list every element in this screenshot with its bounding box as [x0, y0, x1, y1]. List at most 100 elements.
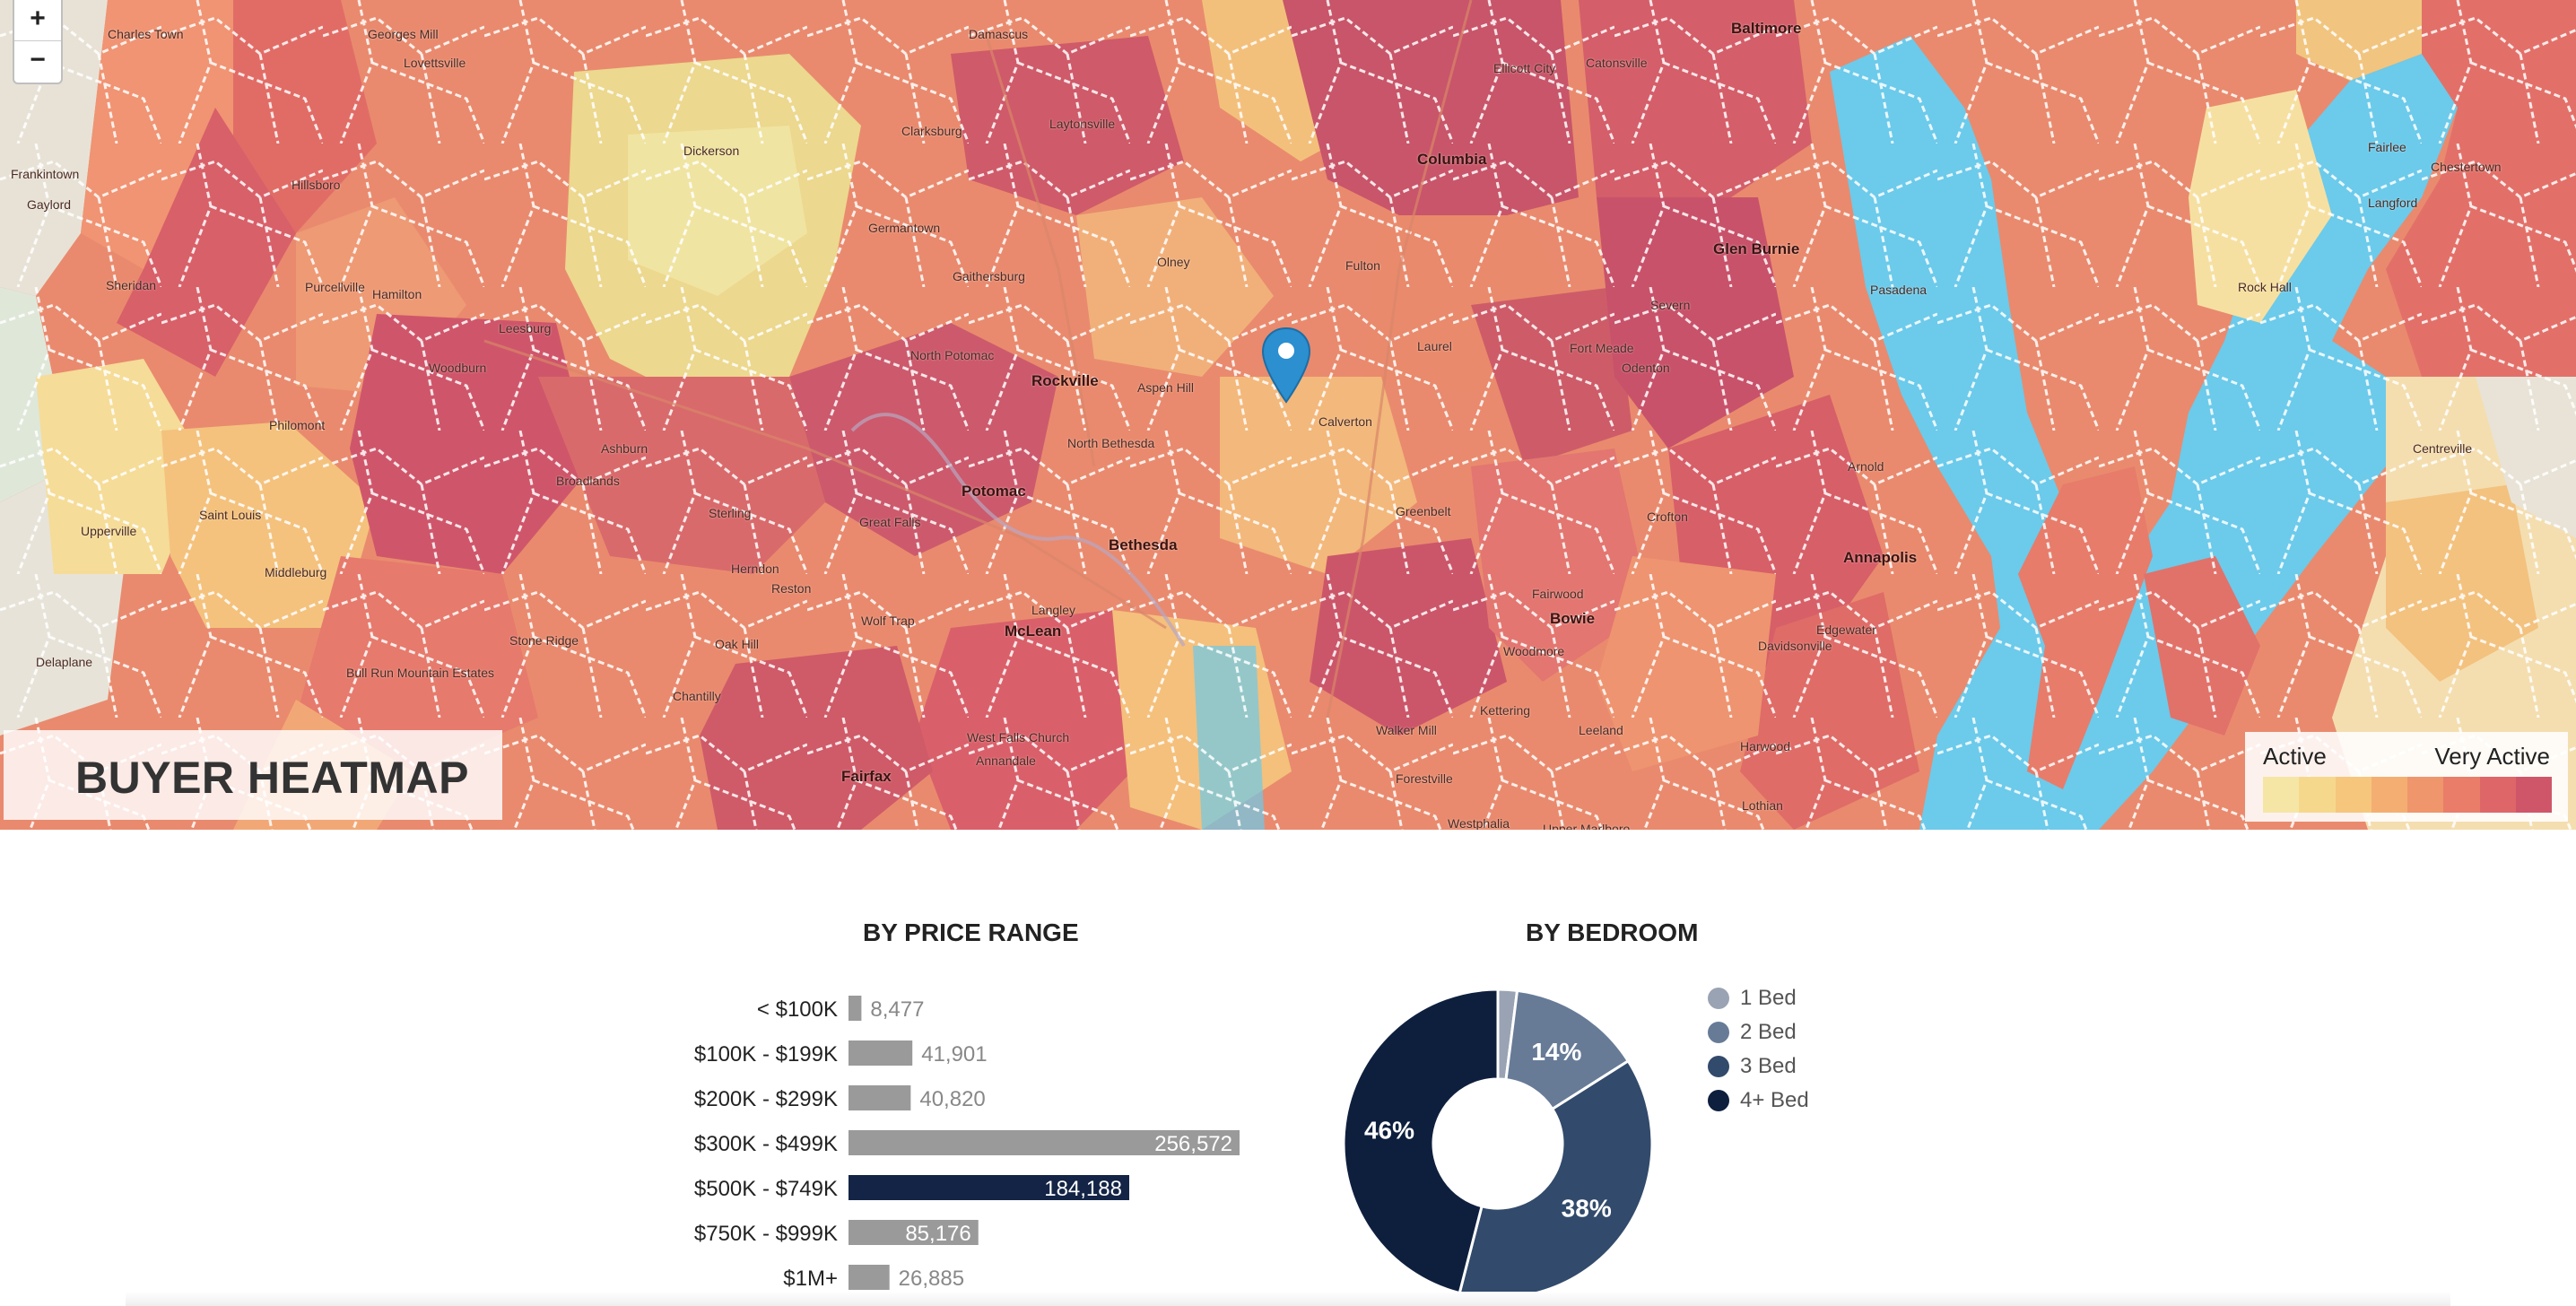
town-label: Dickerson [683, 144, 740, 158]
legend-swatch [2263, 777, 2300, 813]
town-label: Broadlands [556, 474, 620, 488]
legend-dot-icon [1708, 1056, 1729, 1077]
price-value-label: 40,820 [919, 1087, 985, 1111]
town-label: North Bethesda [1067, 436, 1155, 450]
town-label: Chestertown [2431, 160, 2502, 174]
price-category-label: < $100K [757, 997, 838, 1022]
town-label: Walker Mill [1376, 723, 1437, 737]
town-label: Catonsville [1586, 56, 1648, 70]
bedroom-legend-label: 2 Bed [1740, 1020, 1797, 1044]
legend-swatch [2299, 777, 2336, 813]
town-label: Gaithersburg [953, 269, 1025, 283]
heatmap-title: BUYER HEATMAP [75, 753, 469, 803]
town-label: Laytonsville [1049, 117, 1116, 131]
price-category-label: $1M+ [783, 1267, 838, 1291]
legend-high-label: Very Active [2434, 743, 2550, 770]
town-label: Langford [2368, 196, 2418, 210]
price-bar [849, 1265, 890, 1290]
town-label: Kettering [1480, 703, 1531, 718]
town-label: Hamilton [372, 287, 422, 301]
town-label: Rock Hall [2238, 280, 2292, 294]
price-bar [849, 996, 862, 1021]
town-label: Laurel [1417, 339, 1452, 353]
town-label: Sheridan [106, 278, 157, 292]
town-label: Arnold [1848, 459, 1884, 474]
town-label: Gaylord [27, 197, 72, 212]
town-label: Crofton [1647, 509, 1688, 524]
town-label: Severn [1650, 298, 1691, 312]
town-label: Woodmore [1503, 644, 1565, 658]
legend-color-scale [2263, 777, 2552, 813]
legend-swatch [2443, 777, 2480, 813]
price-bar [849, 1175, 1129, 1200]
bedroom-legend-label: 1 Bed [1740, 986, 1797, 1010]
bedroom-legend-item[interactable]: 2 Bed [1708, 1015, 1809, 1049]
bedroom-legend-item[interactable]: 1 Bed [1708, 981, 1809, 1015]
town-label: Annandale [976, 753, 1036, 768]
town-label: Charles Town [108, 27, 184, 41]
bedroom-legend-item[interactable]: 4+ Bed [1708, 1084, 1809, 1118]
town-label: Germantown [868, 221, 941, 235]
donut-percent-label: 38% [1562, 1195, 1612, 1223]
zoom-in-button[interactable]: + [30, 4, 46, 33]
donut-slice [1342, 988, 1500, 1295]
town-label: Bowie [1550, 610, 1596, 627]
town-label: Wolf Trap [861, 614, 915, 628]
donut-percent-label: 46% [1364, 1117, 1414, 1145]
town-label: Odenton [1622, 361, 1670, 375]
legend-dot-icon [1708, 1022, 1729, 1043]
town-label: McLean [1005, 623, 1062, 640]
town-label: Delaplane [36, 655, 93, 669]
legend-low-label: Active [2263, 743, 2327, 770]
town-label: Great Falls [859, 515, 921, 529]
town-label: Leesburg [499, 321, 552, 335]
town-label: Ashburn [601, 441, 648, 456]
town-label: Lovettsville [404, 56, 466, 70]
town-label: Centreville [2413, 441, 2473, 456]
price-value-label: 8,477 [870, 997, 924, 1022]
town-label: West Falls Church [967, 730, 1070, 744]
activity-legend: Active Very Active [2245, 732, 2568, 822]
town-label: Frankintown [11, 167, 80, 181]
location-pin-icon[interactable] [1259, 326, 1313, 404]
price-value-label: 184,188 [1044, 1177, 1122, 1201]
town-label: Aspen Hill [1137, 380, 1195, 395]
price-category-label: $300K - $499K [694, 1132, 838, 1156]
zoom-out-button[interactable]: − [14, 40, 61, 82]
town-label: Edgewater [1816, 623, 1876, 637]
legend-swatch [2335, 777, 2371, 813]
bedroom-donut-chart: 14% 38% 46% [1342, 988, 1654, 1300]
town-label: Harwood [1740, 739, 1791, 753]
town-label: Potomac [962, 483, 1026, 500]
town-label: Pasadena [1870, 283, 1928, 297]
town-label: Oak Hill [715, 637, 760, 651]
town-label: Upperville [81, 524, 137, 538]
town-label: Chantilly [673, 689, 721, 703]
town-label: Upper Marlboro [1543, 822, 1631, 830]
town-label: Forestville [1396, 771, 1453, 786]
town-label: Westphalia [1448, 816, 1510, 830]
town-label: Ellicott City [1493, 61, 1556, 75]
bedroom-legend-item[interactable]: 3 Bed [1708, 1049, 1809, 1084]
town-label: Rockville [1031, 372, 1099, 389]
bedroom-chart-title: BY BEDROOM [1526, 919, 1699, 946]
town-label: Bull Run Mountain Estates [346, 666, 494, 680]
town-label: Fulton [1345, 258, 1380, 273]
town-label: Woodburn [429, 361, 487, 375]
legend-swatch [2371, 777, 2407, 813]
buyer-heatmap-map[interactable]: Charles Town Georges Mill Damascus Baltimor… [0, 0, 2576, 830]
town-label: Fairfax [841, 768, 892, 785]
price-category-label: $100K - $199K [694, 1042, 838, 1067]
town-label: Philomont [269, 418, 326, 432]
price-bar [849, 1040, 913, 1066]
heatmap-regions [0, 0, 2576, 830]
page-bottom-shadow [126, 1292, 2450, 1306]
donut-percent-label: 14% [1531, 1038, 1581, 1066]
town-label: Hillsboro [292, 178, 341, 192]
town-label: Purcellville [305, 280, 365, 294]
price-value-label: 256,572 [1154, 1132, 1232, 1156]
legend-dot-icon [1708, 1090, 1729, 1111]
town-label: Columbia [1417, 151, 1487, 168]
price-category-label: $500K - $749K [694, 1177, 838, 1201]
price-value-label: 41,901 [921, 1042, 987, 1067]
